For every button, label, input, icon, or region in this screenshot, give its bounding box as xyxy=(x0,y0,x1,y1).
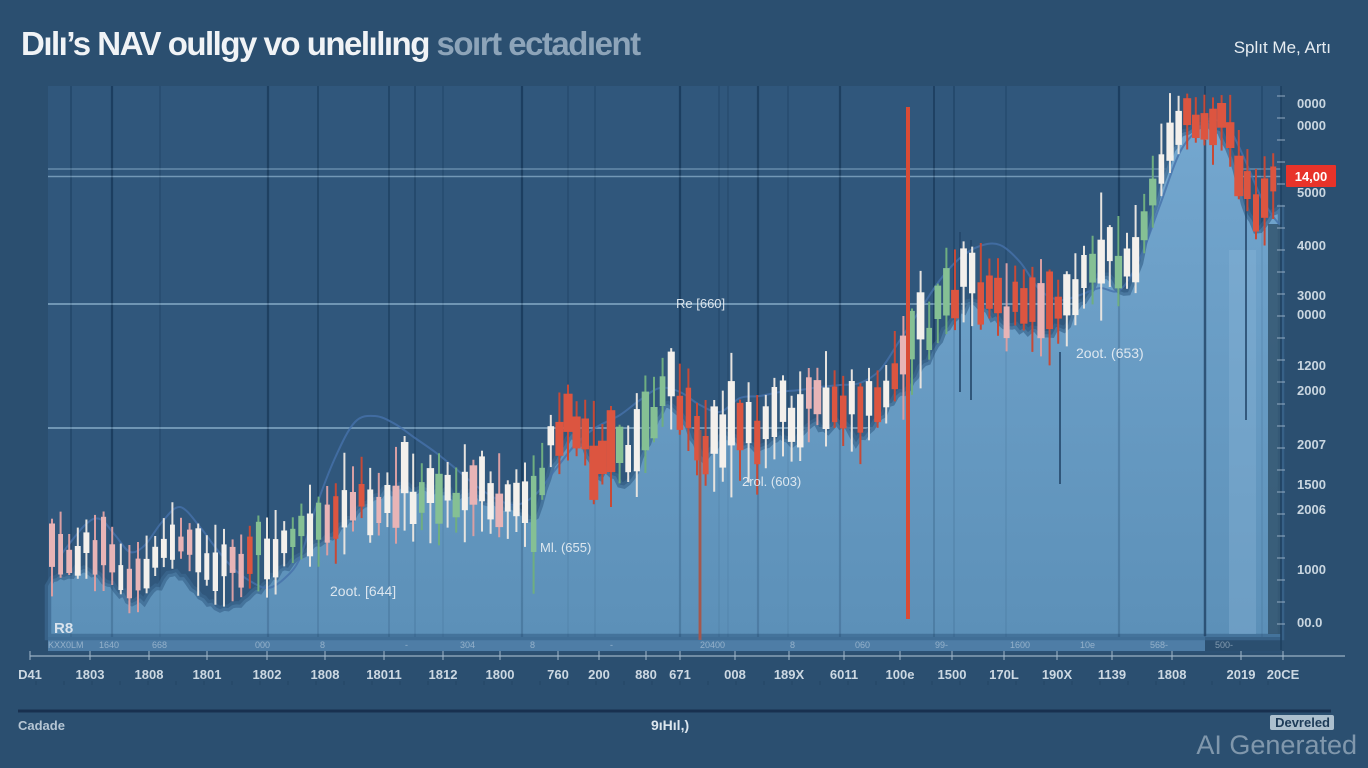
svg-text:1808: 1808 xyxy=(135,667,164,682)
svg-text:6011: 6011 xyxy=(830,667,858,682)
svg-text:8: 8 xyxy=(530,640,535,650)
svg-text:5000: 5000 xyxy=(1297,185,1326,200)
svg-text:AI Generated: AI Generated xyxy=(1196,730,1357,760)
svg-text:1139: 1139 xyxy=(1098,667,1126,682)
svg-text:671: 671 xyxy=(669,667,691,682)
svg-text:8: 8 xyxy=(790,640,795,650)
svg-text:1000: 1000 xyxy=(1297,562,1326,577)
svg-text:1803: 1803 xyxy=(76,667,105,682)
svg-text:0000: 0000 xyxy=(1297,118,1326,133)
svg-text:1808: 1808 xyxy=(1158,667,1187,682)
svg-text:3000: 3000 xyxy=(1297,288,1326,303)
svg-text:Splıt Me, Artı: Splıt Me, Artı xyxy=(1234,38,1331,57)
svg-text:189X: 189X xyxy=(774,667,805,682)
svg-text:Dılı’s NAV oullgy vo unelılıng: Dılı’s NAV oullgy vo unelılıng soırt ect… xyxy=(21,25,641,62)
svg-text:KXX0LM: KXX0LM xyxy=(48,640,84,650)
svg-text:1808: 1808 xyxy=(311,667,340,682)
svg-text:9ıHıl,): 9ıHıl,) xyxy=(651,717,689,733)
svg-text:190X: 190X xyxy=(1042,667,1073,682)
svg-text:0000: 0000 xyxy=(1297,96,1326,111)
svg-text:20400: 20400 xyxy=(700,640,725,650)
svg-text:1600: 1600 xyxy=(1010,640,1030,650)
svg-text:1500: 1500 xyxy=(938,667,967,682)
svg-text:Devreled: Devreled xyxy=(1275,715,1330,730)
svg-text:1812: 1812 xyxy=(429,667,458,682)
svg-text:568-: 568- xyxy=(1150,640,1168,650)
svg-text:200: 200 xyxy=(588,667,610,682)
svg-text:2007: 2007 xyxy=(1297,437,1326,452)
svg-text:Cadade: Cadade xyxy=(18,718,65,733)
svg-text:880: 880 xyxy=(635,667,657,682)
svg-text:1640: 1640 xyxy=(99,640,119,650)
svg-text:760: 760 xyxy=(547,667,569,682)
svg-text:10e: 10e xyxy=(1080,640,1095,650)
svg-text:2oot. (653): 2oot. (653) xyxy=(1076,345,1144,361)
svg-text:1500: 1500 xyxy=(1297,477,1326,492)
svg-text:304: 304 xyxy=(460,640,475,650)
svg-text:1800: 1800 xyxy=(486,667,515,682)
svg-text:Ml. (655): Ml. (655) xyxy=(540,540,591,555)
svg-text:-: - xyxy=(610,640,613,650)
svg-text:2019: 2019 xyxy=(1227,667,1256,682)
svg-text:2oot. [644]: 2oot. [644] xyxy=(330,583,396,599)
svg-text:20CE: 20CE xyxy=(1267,667,1300,682)
svg-text:100e: 100e xyxy=(886,667,915,682)
svg-text:14,00: 14,00 xyxy=(1295,169,1328,184)
svg-text:4000: 4000 xyxy=(1297,238,1326,253)
svg-text:500-: 500- xyxy=(1215,640,1233,650)
svg-text:0000: 0000 xyxy=(1297,307,1326,322)
svg-text:000: 000 xyxy=(255,640,270,650)
svg-text:Re [660]: Re [660] xyxy=(676,296,725,311)
svg-text:00.0: 00.0 xyxy=(1297,615,1322,630)
svg-text:2000: 2000 xyxy=(1297,383,1326,398)
svg-text:1200: 1200 xyxy=(1297,358,1326,373)
svg-text:R8: R8 xyxy=(54,620,73,637)
svg-text:8: 8 xyxy=(320,640,325,650)
svg-text:668: 668 xyxy=(152,640,167,650)
svg-text:18011: 18011 xyxy=(366,667,401,682)
svg-text:D41: D41 xyxy=(18,667,42,682)
svg-text:170L: 170L xyxy=(989,667,1019,682)
svg-text:2006: 2006 xyxy=(1297,502,1326,517)
svg-text:1802: 1802 xyxy=(253,667,282,682)
svg-text:-: - xyxy=(405,640,408,650)
svg-text:99-: 99- xyxy=(935,640,948,650)
svg-text:2rol. (603): 2rol. (603) xyxy=(742,474,801,489)
svg-text:1801: 1801 xyxy=(193,667,222,682)
svg-text:008: 008 xyxy=(724,667,746,682)
svg-text:060: 060 xyxy=(855,640,870,650)
